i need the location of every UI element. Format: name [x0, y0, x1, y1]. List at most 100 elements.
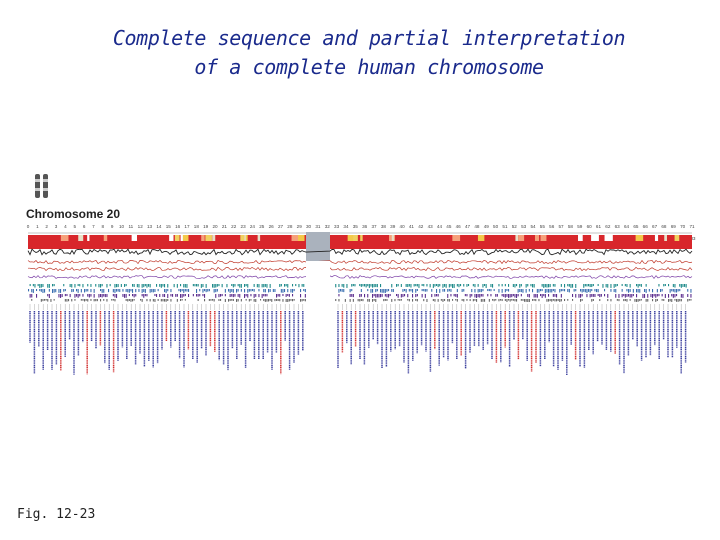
- ruler-tick-label: 28: [287, 224, 293, 229]
- gene-density-mark: [480, 299, 482, 302]
- gene-density-mark: [514, 284, 516, 288]
- gene-density-mark: [669, 299, 671, 302]
- gene-density-mark: [80, 299, 82, 301]
- gene-density-mark: [674, 294, 676, 298]
- gene-density-mark: [64, 289, 66, 292]
- gene-density-mark: [373, 299, 375, 301]
- gene-density-mark: [583, 289, 585, 292]
- gene-density-mark: [672, 284, 674, 288]
- gene-density-mark: [269, 299, 271, 301]
- gene-density-mark: [423, 299, 425, 302]
- gene-density-mark: [292, 299, 294, 302]
- gene-density-mark: [629, 289, 631, 292]
- gene-density-mark: [543, 284, 545, 288]
- gene-density-mark: [375, 289, 377, 293]
- gene-density-mark: [106, 299, 108, 302]
- gene-density-mark: [652, 294, 654, 298]
- gc-content-track: [27, 248, 693, 256]
- gene-density-mark: [159, 294, 161, 297]
- gene-density-mark: [176, 294, 178, 297]
- gene-density-mark: [204, 299, 206, 302]
- gene-density-mark: [367, 299, 369, 302]
- gene-density-mark: [360, 284, 362, 287]
- gene-density-mark: [626, 289, 628, 292]
- ruler-tick-label: 3: [55, 224, 58, 229]
- gene-density-mark: [492, 284, 494, 288]
- gene-density-mark: [546, 299, 548, 302]
- gene-density-mark: [101, 289, 103, 293]
- gene-density-mark: [636, 294, 638, 298]
- gene-density-mark: [192, 284, 194, 287]
- gene-density-mark: [676, 294, 678, 297]
- gene-density-mark: [650, 294, 652, 298]
- gene-density-mark: [573, 289, 575, 292]
- gene-density-mark: [343, 289, 345, 293]
- gene-density-mark: [141, 289, 143, 293]
- gene-density-mark: [183, 284, 185, 288]
- gene-density-mark: [621, 289, 623, 292]
- band-segment: [604, 235, 611, 241]
- gene-density-mark: [237, 289, 239, 292]
- gene-density-mark: [93, 289, 95, 293]
- gene-density-mark: [501, 284, 503, 287]
- gene-density-mark: [100, 289, 102, 292]
- gene-density-mark: [338, 289, 340, 293]
- gene-density-mark: [629, 284, 631, 288]
- gene-density-mark: [679, 289, 681, 292]
- gene-density-mark: [436, 284, 438, 287]
- gene-density-mark: [144, 289, 146, 293]
- gene-density-mark: [183, 294, 185, 297]
- gene-density-mark: [229, 289, 231, 293]
- ruler-tick-label: 36: [362, 224, 368, 229]
- gene-density-mark: [226, 284, 228, 288]
- gene-density-mark: [64, 299, 66, 302]
- gene-density-mark: [375, 294, 377, 298]
- gene-density-mark: [184, 284, 186, 288]
- gene-density-mark: [192, 294, 194, 297]
- gene-density-mark: [63, 289, 65, 292]
- gene-density-mark: [284, 289, 286, 293]
- gene-density-mark: [621, 284, 623, 287]
- gene-density-mark: [575, 294, 577, 298]
- gene-density-mark: [164, 289, 166, 293]
- gene-density-mark: [548, 289, 550, 293]
- gene-density-mark: [586, 284, 588, 287]
- gene-density-mark: [53, 284, 55, 287]
- gene-density-mark: [362, 284, 364, 287]
- gene-density-mark: [448, 299, 450, 302]
- gene-density-mark: [399, 299, 401, 301]
- gene-density-mark: [204, 294, 206, 298]
- gene-density-mark: [412, 289, 414, 293]
- gene-density-mark: [103, 289, 105, 293]
- gene-density-mark: [629, 299, 631, 301]
- gene-density-mark: [415, 299, 417, 301]
- gene-density-mark: [632, 289, 634, 293]
- band-segment: [534, 235, 540, 241]
- gene-density-mark: [341, 289, 343, 292]
- gene-density-mark: [47, 284, 49, 288]
- gene-density-mark: [173, 284, 175, 288]
- gene-density-mark: [55, 289, 57, 293]
- gene-density-mark: [444, 284, 446, 287]
- gene-density-mark: [544, 289, 546, 293]
- gene-density-mark: [498, 284, 500, 287]
- ruler-tick-label: 0: [27, 224, 30, 229]
- gene-density-mark: [500, 299, 502, 301]
- gene-density-mark: [546, 284, 548, 288]
- gene-density-mark: [674, 289, 676, 293]
- gene-density-mark: [164, 284, 166, 288]
- gene-density-mark: [208, 299, 210, 301]
- gene-density-mark: [530, 284, 532, 287]
- gene-density-mark: [352, 299, 354, 302]
- gene-density-mark: [143, 284, 145, 288]
- ruler-tick-label: 32: [325, 224, 331, 229]
- gene-density-mark: [685, 284, 687, 288]
- gene-density-mark: [68, 299, 70, 302]
- gene-density-mark: [656, 294, 658, 297]
- gene-density-mark: [514, 299, 516, 302]
- gene-density-mark: [415, 284, 417, 287]
- gene-density-mark: [567, 299, 569, 301]
- gene-density-mark: [375, 299, 377, 302]
- gene-density-mark: [442, 299, 444, 302]
- gene-density-mark: [484, 284, 486, 287]
